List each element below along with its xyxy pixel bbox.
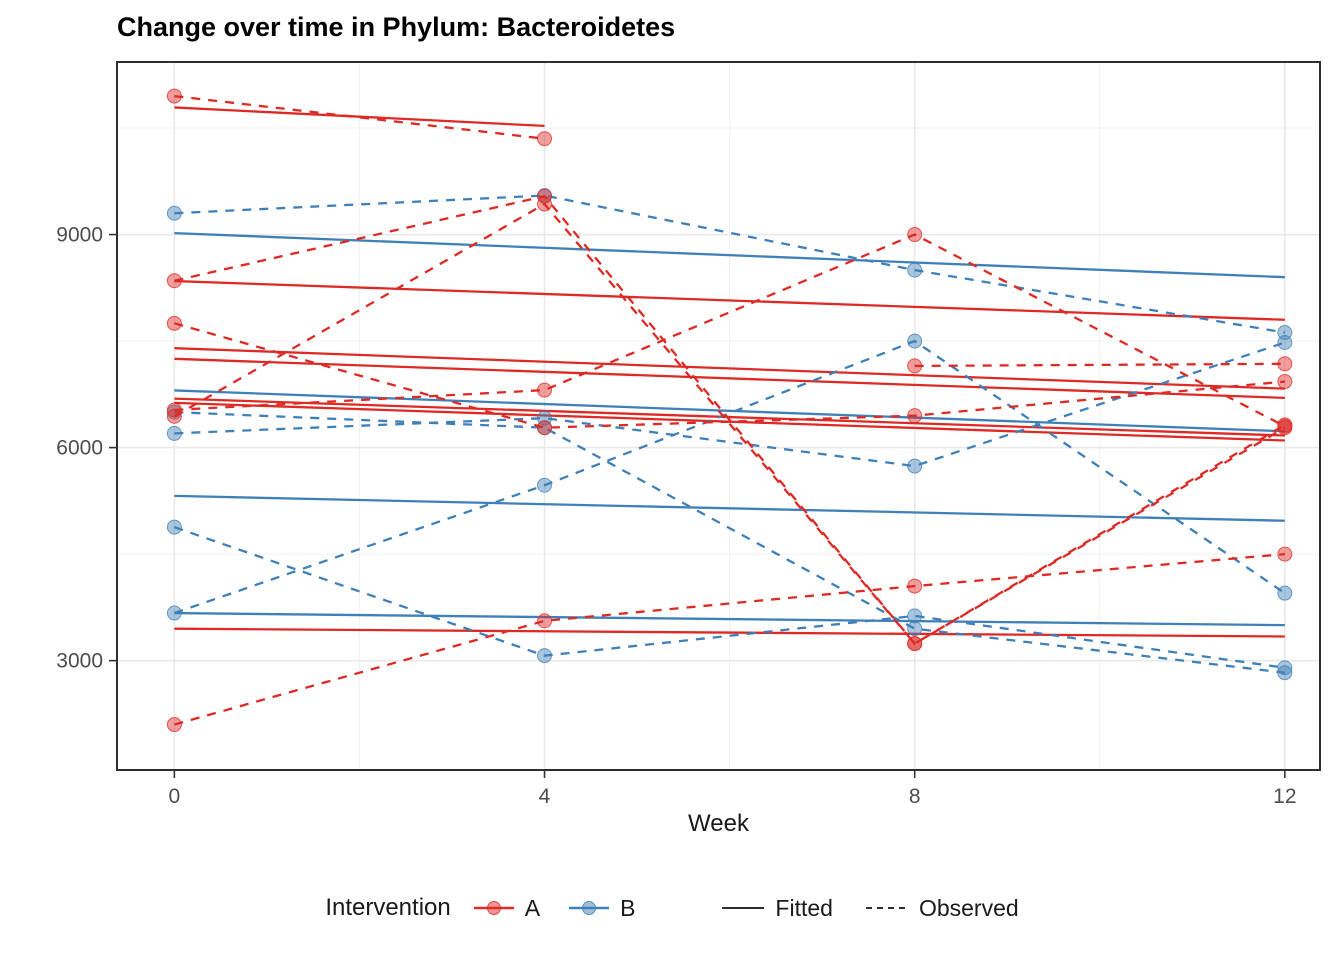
plot-panel: 0 4 8 12 3000 6000 9000 <box>56 61 1321 808</box>
observed-line-a <box>174 94 545 140</box>
fitted-line-a <box>174 397 1285 437</box>
legend-item-observed: Observed <box>863 894 1019 922</box>
data-point-b <box>1277 585 1293 601</box>
data-point-b <box>166 605 182 621</box>
x-axis-label: Week <box>688 810 749 837</box>
fitted-line-a <box>174 627 1285 638</box>
fitted-line-b <box>174 494 1285 522</box>
fitted-linetype-key-icon <box>722 907 765 909</box>
data-point-a <box>1277 418 1293 434</box>
data-point-a <box>907 408 923 424</box>
observed-line-b <box>174 341 1286 468</box>
data-point-a <box>907 636 923 652</box>
data-point-a <box>537 613 553 629</box>
x-tick-label: 4 <box>539 785 551 808</box>
data-point-b <box>907 458 923 474</box>
data-point-b <box>907 333 923 349</box>
data-point-a <box>1277 374 1293 390</box>
observed-line-b <box>173 339 1286 615</box>
legend-label-a: A <box>524 894 541 921</box>
y-tick-label: 3000 <box>56 650 103 673</box>
data-point-b <box>907 262 923 278</box>
fitted-line-a <box>174 347 1285 390</box>
fitted-line-a <box>174 106 545 128</box>
data-point-a <box>537 420 553 436</box>
observed-line-b <box>174 410 1285 674</box>
data-point-a <box>166 402 182 418</box>
data-point-a <box>537 382 553 398</box>
legend-title: Intervention <box>325 894 451 921</box>
data-point-a <box>1277 356 1293 372</box>
intervention-a-key-icon <box>473 901 514 915</box>
x-tick-label: 0 <box>169 785 181 808</box>
observed-line-a <box>914 362 1285 368</box>
data-point-b <box>1277 665 1293 681</box>
data-point-b <box>537 477 553 493</box>
data-point-a <box>166 315 182 331</box>
fitted-line-b <box>174 611 1285 627</box>
fitted-line-a <box>174 357 1285 400</box>
observed-line-a <box>174 194 1286 646</box>
legend-label-fitted: Fitted <box>775 894 833 921</box>
data-point-a <box>537 196 553 212</box>
observed-line-b <box>174 194 1286 334</box>
data-point-a <box>907 227 923 243</box>
legend: Intervention A B Fitted <box>0 884 1344 932</box>
observed-line-a <box>174 552 1285 726</box>
data-point-b <box>166 519 182 535</box>
data-point-b <box>907 621 923 637</box>
fitted-line-a <box>174 279 1285 321</box>
data-point-b <box>1277 335 1293 351</box>
observed-linetype-key-icon <box>865 907 908 909</box>
y-tick-label: 9000 <box>56 224 103 247</box>
data-point-b <box>907 608 923 624</box>
legend-item-b: B <box>566 894 635 922</box>
legend-label-observed: Observed <box>918 894 1019 921</box>
x-tick-label: 8 <box>909 785 921 808</box>
legend-label-b: B <box>620 894 636 921</box>
data-point-a <box>907 578 923 594</box>
data-point-a <box>166 88 182 104</box>
legend-item-fitted: Fitted <box>719 894 833 922</box>
intervention-b-key-icon <box>569 901 610 915</box>
x-tick-label: 12 <box>1273 785 1296 808</box>
observed-line-a <box>173 202 1286 646</box>
data-point-b <box>166 205 182 221</box>
data-point-b <box>537 648 553 664</box>
data-point-a <box>166 273 182 289</box>
observed-line-a <box>174 322 1285 429</box>
fitted-line-b <box>174 389 1285 433</box>
y-tick-label: 6000 <box>56 437 103 460</box>
data-point-b <box>1277 660 1293 676</box>
data-point-a <box>907 358 923 374</box>
chart-title: Change over time in Phylum: Bacteroidete… <box>117 12 676 42</box>
panel-border <box>116 61 1321 771</box>
data-point-a <box>1277 546 1293 562</box>
data-point-a <box>537 131 553 147</box>
observed-line-b <box>173 526 1285 669</box>
legend-item-a: A <box>471 894 540 922</box>
fitted-line-b <box>174 231 1285 279</box>
data-point-b <box>166 425 182 441</box>
data-point-a <box>166 717 182 733</box>
